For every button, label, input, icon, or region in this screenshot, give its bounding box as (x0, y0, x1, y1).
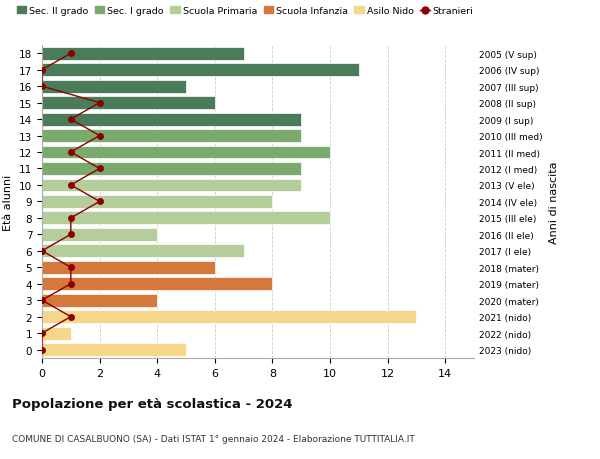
Legend: Sec. II grado, Sec. I grado, Scuola Primaria, Scuola Infanzia, Asilo Nido, Stran: Sec. II grado, Sec. I grado, Scuola Prim… (17, 7, 473, 16)
Bar (42, 81, 186, 93)
Bar (42, 146, 330, 159)
Bar (42, 343, 186, 356)
Bar (42, 162, 301, 175)
Text: COMUNE DI CASALBUONO (SA) - Dati ISTAT 1° gennaio 2024 - Elaborazione TUTTITALIA: COMUNE DI CASALBUONO (SA) - Dati ISTAT 1… (12, 434, 415, 443)
Bar (42, 278, 272, 291)
Bar (42, 64, 359, 77)
Bar (42, 311, 416, 323)
Y-axis label: Anni di nascita: Anni di nascita (550, 161, 559, 243)
Bar (42, 113, 301, 126)
Bar (42, 97, 215, 110)
Bar (42, 130, 301, 143)
Bar (42, 212, 330, 225)
Bar (42, 245, 244, 257)
Bar (42, 229, 157, 241)
Bar (42, 48, 244, 61)
Bar (42, 327, 71, 340)
Bar (42, 261, 215, 274)
Bar (42, 179, 301, 192)
Text: Popolazione per età scolastica - 2024: Popolazione per età scolastica - 2024 (12, 397, 293, 410)
Bar (42, 196, 272, 208)
Bar (42, 294, 157, 307)
Y-axis label: Età alunni: Età alunni (4, 174, 13, 230)
